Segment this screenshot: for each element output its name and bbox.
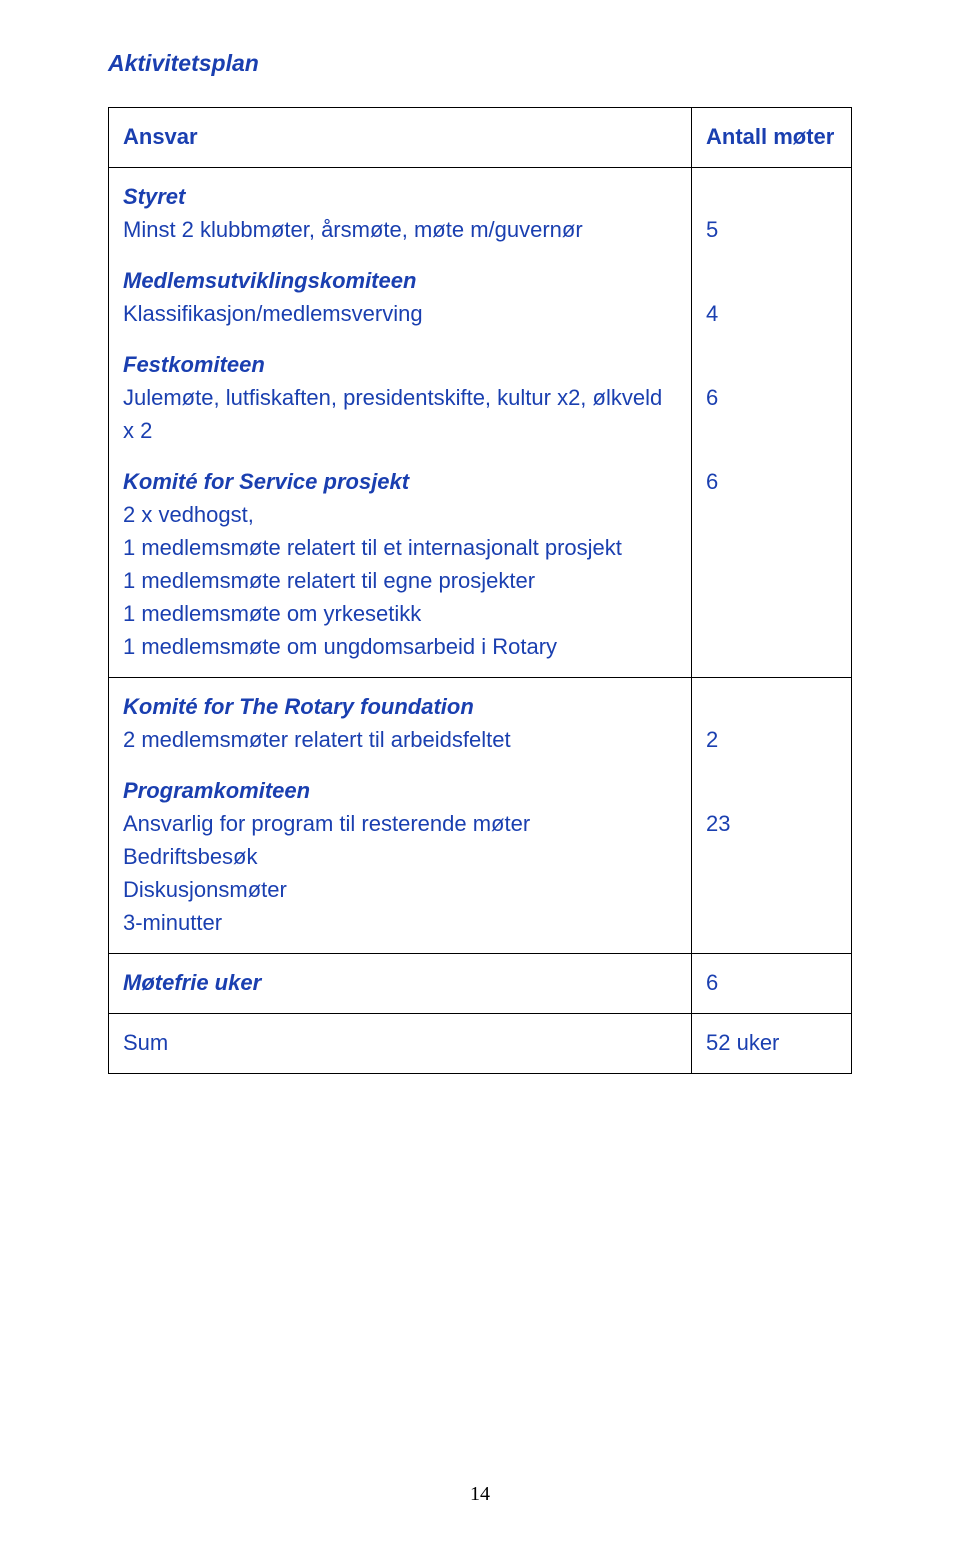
group-value: 2 [706,723,837,756]
row4-left-cell: Sum [109,1014,692,1074]
group-line: Klassifikasjon/medlemsverving [123,297,677,330]
group: Styret Minst 2 klubbmøter, årsmøte, møte… [123,180,677,246]
group-value-wrap: 23 [706,774,837,840]
table-row: Styret Minst 2 klubbmøter, årsmøte, møte… [109,168,852,678]
group-value: 4 [706,297,837,330]
group: Komité for Service prosjekt 2 x vedhogst… [123,465,677,663]
header-left-label: Ansvar [123,124,198,149]
group-value-wrap: 5 [706,180,837,246]
blank-line [706,348,837,381]
group-line: Minst 2 klubbmøter, årsmøte, møte m/guve… [123,213,677,246]
page: Aktivitetsplan Ansvar Antall møter Styre… [0,0,960,1542]
group-value: 5 [706,213,837,246]
blank-line [706,690,837,723]
group-line: 1 medlemsmøte om yrkesetikk [123,597,677,630]
group-heading: Medlemsutviklingskomiteen [123,264,677,297]
group-line: 2 x vedhogst, [123,498,677,531]
row2-left-cell: Komité for The Rotary foundation 2 medle… [109,678,692,954]
header-left-cell: Ansvar [109,108,692,168]
row4-left-label: Sum [123,1030,168,1055]
group-line: Diskusjonsmøter [123,873,677,906]
group-line: 1 medlemsmøte om ungdomsarbeid i Rotary [123,630,677,663]
group-line: 3-minutter [123,906,677,939]
header-right-label: Antall møter [706,124,834,149]
header-right-cell: Antall møter [692,108,852,168]
row3-left-label: Møtefrie uker [123,970,261,995]
row2-right-cell: 2 23 [692,678,852,954]
blank-line [706,264,837,297]
group-heading: Festkomiteen [123,348,677,381]
group-value: 6 [706,381,837,414]
group-value-wrap: 6 [706,432,837,498]
page-number: 14 [0,1483,960,1506]
group-line: Ansvarlig for program til resterende møt… [123,807,677,840]
row4-right-value: 52 uker [706,1030,779,1055]
row3-right-cell: 6 [692,954,852,1014]
group-line: Julemøte, lutfiskaften, presidentskifte,… [123,381,677,447]
row4-right-cell: 52 uker [692,1014,852,1074]
group-value-wrap: 2 [706,690,837,756]
table-row: Komité for The Rotary foundation 2 medle… [109,678,852,954]
group-heading: Programkomiteen [123,774,677,807]
table-row: Ansvar Antall møter [109,108,852,168]
group: Festkomiteen Julemøte, lutfiskaften, pre… [123,348,677,447]
row1-right-cell: 5 4 6 6 [692,168,852,678]
group-heading: Styret [123,180,677,213]
group-value: 6 [706,465,837,498]
table-row: Møtefrie uker 6 [109,954,852,1014]
row3-left-cell: Møtefrie uker [109,954,692,1014]
row1-left-cell: Styret Minst 2 klubbmøter, årsmøte, møte… [109,168,692,678]
group: Komité for The Rotary foundation 2 medle… [123,690,677,756]
group-line: 2 medlemsmøter relatert til arbeidsfelte… [123,723,677,756]
blank-line [706,432,837,465]
group-heading: Komité for The Rotary foundation [123,690,677,723]
group-value-wrap: 6 [706,348,837,414]
blank-line [706,180,837,213]
activity-table: Ansvar Antall møter Styret Minst 2 klubb… [108,107,852,1074]
group: Programkomiteen Ansvarlig for program ti… [123,774,677,939]
group-line: Bedriftsbesøk [123,840,677,873]
group-value: 23 [706,807,837,840]
group-value-wrap: 4 [706,264,837,330]
group: Medlemsutviklingskomiteen Klassifikasjon… [123,264,677,330]
group-heading: Komité for Service prosjekt [123,465,677,498]
group-line: 1 medlemsmøte relatert til et internasjo… [123,531,677,564]
page-title: Aktivitetsplan [108,50,852,77]
blank-line [706,774,837,807]
table-row: Sum 52 uker [109,1014,852,1074]
row3-right-value: 6 [706,970,718,995]
group-line: 1 medlemsmøte relatert til egne prosjekt… [123,564,677,597]
